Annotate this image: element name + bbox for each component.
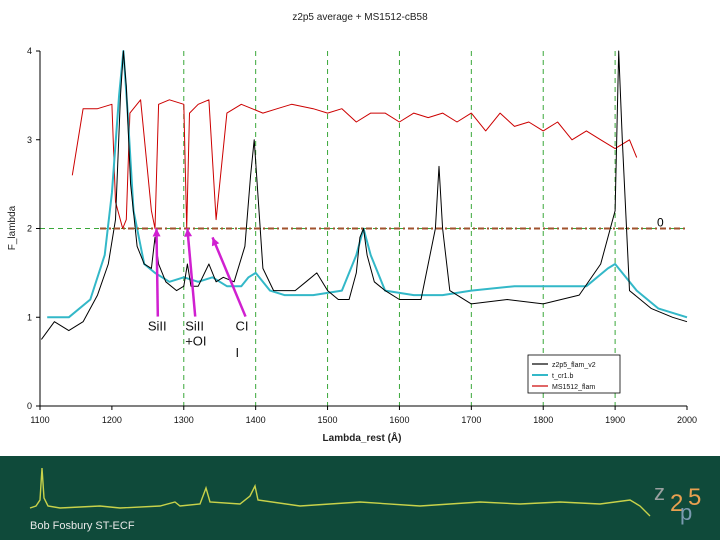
series-line-z2p5-flam-v2: [40, 50, 688, 340]
reference-line: 0: [100, 216, 687, 230]
y-tick-label: 3: [27, 135, 32, 145]
annotation-label: SiII: [185, 319, 204, 334]
annotation-arrowhead: [211, 237, 220, 247]
annotation-label: SiII: [148, 319, 167, 334]
x-axis-label: Lambda_rest (Å): [323, 431, 402, 444]
chart-title: z2p5 average + MS1512-cB58: [292, 12, 428, 23]
annotation-arrowhead: [184, 228, 193, 237]
axes: 1100 1200 1300 1400 1500 1600 1700 1800 1900 2000…: [27, 46, 697, 425]
x-tick-label: 1400: [246, 415, 266, 425]
x-tick-label: 1800: [533, 415, 553, 425]
logo-p: p: [680, 500, 693, 525]
y-tick-label: 1: [27, 312, 32, 322]
x-tick-label: 1200: [102, 415, 122, 425]
x-tick-label: 1100: [30, 415, 49, 425]
reference-line-label: 0: [657, 216, 664, 230]
x-tick-label: 1300: [174, 415, 194, 425]
x-tick-label: 1700: [461, 415, 481, 425]
annotation-label: CI: [236, 319, 249, 334]
credit-text: Bob Fosbury ST-ECF: [30, 520, 135, 532]
series-group: [40, 50, 688, 340]
y-tick-label: 2: [27, 224, 32, 234]
legend-entry: t_cr1.b: [552, 373, 574, 380]
footer-spectrum-decoration: [29, 467, 651, 517]
annotation-arrow: [211, 236, 247, 318]
logo-z: z: [654, 480, 665, 505]
footer-band: [0, 456, 720, 540]
spectrum-chart: z2p5 average + MS1512-cB58 F_lambda Lamb…: [7, 12, 698, 444]
annotation-arrow: [155, 228, 160, 317]
series-line-ms1512-flam: [71, 99, 638, 229]
legend-entry: MS1512_flam: [552, 384, 595, 391]
annotation-arrow: [186, 228, 197, 317]
y-tick-label: 4: [27, 46, 32, 56]
annotation-label: +OI: [185, 334, 206, 349]
y-tick-label: 0: [27, 401, 32, 411]
logo-5: 5: [688, 484, 702, 511]
y-axis-label: F_lambda: [7, 205, 18, 250]
legend: z2p5_flam_v2 t_cr1.b MS1512_flam: [527, 354, 621, 394]
annotation-arrowhead: [152, 228, 161, 237]
x-tick-label: 1600: [389, 415, 409, 425]
annotation-label: I: [236, 345, 240, 360]
x-tick-label: 2000: [677, 415, 697, 425]
legend-entry: z2p5_flam_v2: [552, 362, 596, 369]
x-tick-label: 1900: [605, 415, 625, 425]
logo-2: 2: [670, 490, 684, 517]
x-tick-label: 1500: [318, 415, 338, 425]
